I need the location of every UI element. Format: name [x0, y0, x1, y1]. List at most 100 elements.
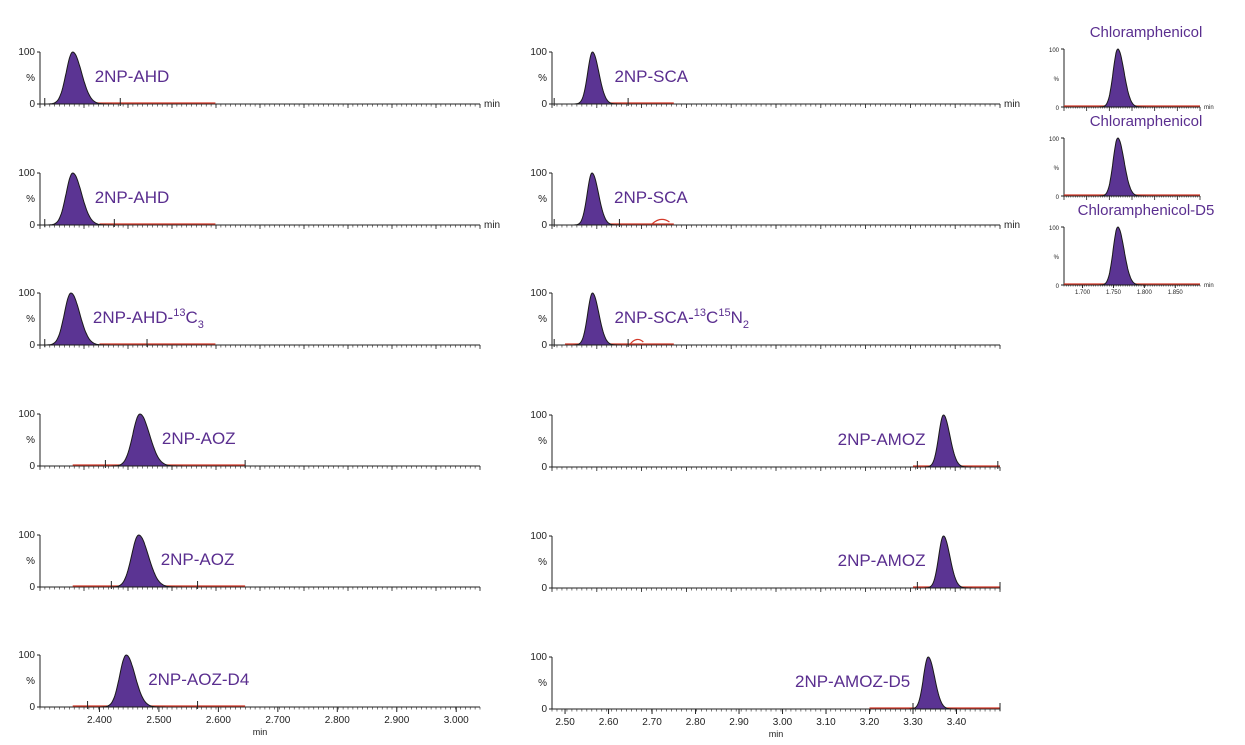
chromatogram-panel-left-5: 100% 0 2.400 2.500 2.600 2.700 2.800 2.900 3.000…	[18, 650, 481, 737]
y-tick-label: 0	[29, 582, 35, 593]
x-tick-label: 2.50	[555, 717, 575, 728]
compound-label: 2NP-AMOZ	[838, 551, 926, 570]
y-tick-label: %	[538, 314, 547, 325]
chromatogram-panel-middle-1: 100% 0 min 2NP-SCA	[530, 168, 1020, 231]
x-tick-label: 1.750	[1106, 290, 1122, 296]
x-tick-label: 2.80	[686, 717, 706, 728]
x-tick-label: 2.700	[265, 715, 290, 726]
y-tick-label: %	[26, 435, 35, 446]
y-tick-label: 100	[1049, 137, 1060, 143]
peak-area	[924, 535, 973, 589]
compound-label: 2NP-AOZ	[162, 429, 236, 448]
compound-label-text: Chloramphenicol-D5	[1078, 202, 1215, 219]
y-tick-label: 0	[541, 99, 547, 110]
noise-trace	[651, 218, 670, 225]
y-tick-label: %	[26, 556, 35, 567]
y-tick-label: 0	[29, 99, 35, 110]
y-tick-label: 0	[541, 704, 547, 715]
compound-label-text: 2NP-AOZ-D4	[148, 670, 249, 689]
y-tick-label: %	[538, 194, 547, 205]
x-unit-label: min	[1204, 105, 1214, 111]
y-tick-label: 0	[1056, 195, 1060, 201]
compound-label: 2NP-AHD-13C3	[93, 307, 204, 331]
element-symbol: C	[706, 308, 718, 327]
y-tick-label: 0	[541, 583, 547, 594]
element-subscript: 3	[198, 319, 204, 331]
x-tick-label: 2.400	[87, 715, 112, 726]
x-axis-title: min	[253, 727, 268, 737]
compound-label: 2NP-SCA	[614, 67, 688, 86]
compound-label: 2NP-AHD	[95, 188, 170, 207]
peak-area	[111, 413, 183, 467]
y-tick-label: 0	[29, 220, 35, 231]
isotope-superscript: 13	[173, 307, 185, 319]
chromatogram-panel-middle-4: 100% 0 2NP-AMOZ	[530, 531, 1001, 594]
y-tick-label: 100	[18, 650, 35, 661]
peak-area	[1099, 226, 1146, 286]
peak-area	[909, 656, 957, 710]
chromatogram-panel-left-4: 100% 0 2NP-AOZ	[18, 530, 481, 593]
compound-label-text: 2NP-AMOZ-D5	[795, 672, 910, 691]
peak-area	[100, 654, 166, 708]
x-tick-label: 2.90	[729, 717, 749, 728]
y-tick-label: %	[26, 314, 35, 325]
element-symbol: C	[185, 308, 197, 327]
compound-label-text: 2NP-AHD	[95, 188, 170, 207]
compound-label: 2NP-SCA	[614, 188, 688, 207]
x-tick-label: 3.30	[903, 717, 923, 728]
compound-label-text: 2NP-SCA	[614, 188, 688, 207]
y-tick-label: 100	[1049, 226, 1060, 232]
y-tick-label: %	[26, 194, 35, 205]
compound-label-text: 2NP-SCA	[614, 67, 688, 86]
x-tick-label: 2.600	[206, 715, 231, 726]
y-tick-label: 100	[18, 47, 35, 58]
isotope-superscript: 15	[718, 307, 730, 319]
y-tick-label: 100	[18, 409, 35, 420]
chromatogram-panel-middle-2: 100% 0 2NP-SCA-13C15N2	[530, 288, 1001, 351]
x-unit-label: min	[484, 99, 500, 110]
y-tick-label: %	[26, 676, 35, 687]
compound-label-text: 2NP-AHD-	[93, 308, 173, 327]
peak-area	[573, 51, 622, 105]
y-tick-label: %	[1054, 166, 1060, 172]
y-tick-label: 0	[541, 462, 547, 473]
x-tick-label: 3.20	[860, 717, 880, 728]
compound-label: 2NP-SCA-13C15N2	[614, 307, 749, 331]
y-tick-label: %	[538, 73, 547, 84]
x-tick-label: 2.800	[325, 715, 350, 726]
y-tick-label: 100	[18, 288, 35, 299]
y-tick-label: %	[538, 557, 547, 568]
compound-label-text: 2NP-AOZ	[161, 550, 235, 569]
isotope-superscript: 13	[694, 307, 706, 319]
y-tick-label: 0	[1056, 106, 1060, 112]
y-tick-label: %	[26, 73, 35, 84]
y-tick-label: %	[538, 678, 547, 689]
y-tick-label: %	[1054, 255, 1060, 261]
x-tick-label: 2.70	[642, 717, 662, 728]
peak-area	[1099, 48, 1146, 108]
x-unit-label: min	[1004, 220, 1020, 231]
y-tick-label: 100	[530, 652, 547, 663]
compound-label: 2NP-AHD	[95, 67, 170, 86]
y-tick-label: 0	[29, 702, 35, 713]
chromatogram-panel-left-3: 100% 0 2NP-AOZ	[18, 409, 481, 472]
compound-label: 2NP-AOZ-D4	[148, 670, 249, 689]
compound-label-text: 2NP-AMOZ	[838, 551, 926, 570]
compound-label: 2NP-AOZ	[161, 550, 235, 569]
chromatogram-panel-right-2: 100% 0 1.700 1.750 1.800 1.850 min Chlorampheni…	[1049, 202, 1214, 296]
y-tick-label: 100	[1049, 48, 1060, 54]
compound-label-text: 2NP-AOZ	[162, 429, 236, 448]
noise-trace	[629, 338, 644, 345]
peak-area	[110, 534, 182, 588]
compound-label: Chloramphenicol	[1090, 113, 1203, 130]
compound-label: Chloramphenicol	[1090, 24, 1203, 41]
y-tick-label: 100	[530, 288, 547, 299]
x-unit-label: min	[1004, 99, 1020, 110]
compound-label: 2NP-AMOZ-D5	[795, 672, 910, 691]
peak-area	[44, 292, 111, 346]
element-subscript: 2	[743, 319, 749, 331]
y-tick-label: 0	[29, 340, 35, 351]
y-tick-label: 100	[530, 410, 547, 421]
y-tick-label: 0	[1056, 284, 1060, 290]
